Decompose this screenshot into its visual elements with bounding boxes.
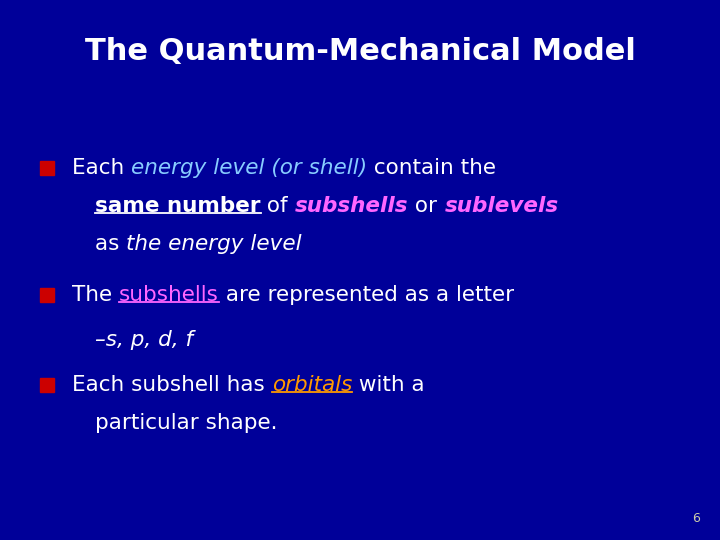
Text: are represented as a letter: are represented as a letter: [219, 285, 514, 305]
Text: 6: 6: [692, 512, 700, 525]
Text: sublevels: sublevels: [444, 196, 559, 216]
Text: energy level (or shell): energy level (or shell): [131, 158, 367, 178]
Text: or: or: [408, 196, 444, 216]
Bar: [40, 161, 54, 175]
Text: orbitals: orbitals: [271, 375, 352, 395]
Text: as: as: [95, 234, 126, 254]
Text: of: of: [261, 196, 295, 216]
Text: the energy level: the energy level: [126, 234, 302, 254]
Text: subshells: subshells: [295, 196, 408, 216]
Bar: [40, 288, 54, 302]
Text: Each: Each: [72, 158, 131, 178]
Text: The Quantum-Mechanical Model: The Quantum-Mechanical Model: [84, 37, 636, 66]
Text: particular shape.: particular shape.: [95, 413, 277, 433]
Text: subshells: subshells: [119, 285, 219, 305]
Text: same number: same number: [95, 196, 261, 216]
Text: contain the: contain the: [367, 158, 496, 178]
Text: Each subshell has: Each subshell has: [72, 375, 271, 395]
Text: –s, p, d, f: –s, p, d, f: [95, 330, 193, 350]
Text: with a: with a: [352, 375, 425, 395]
Bar: [40, 378, 54, 392]
Text: The: The: [72, 285, 119, 305]
